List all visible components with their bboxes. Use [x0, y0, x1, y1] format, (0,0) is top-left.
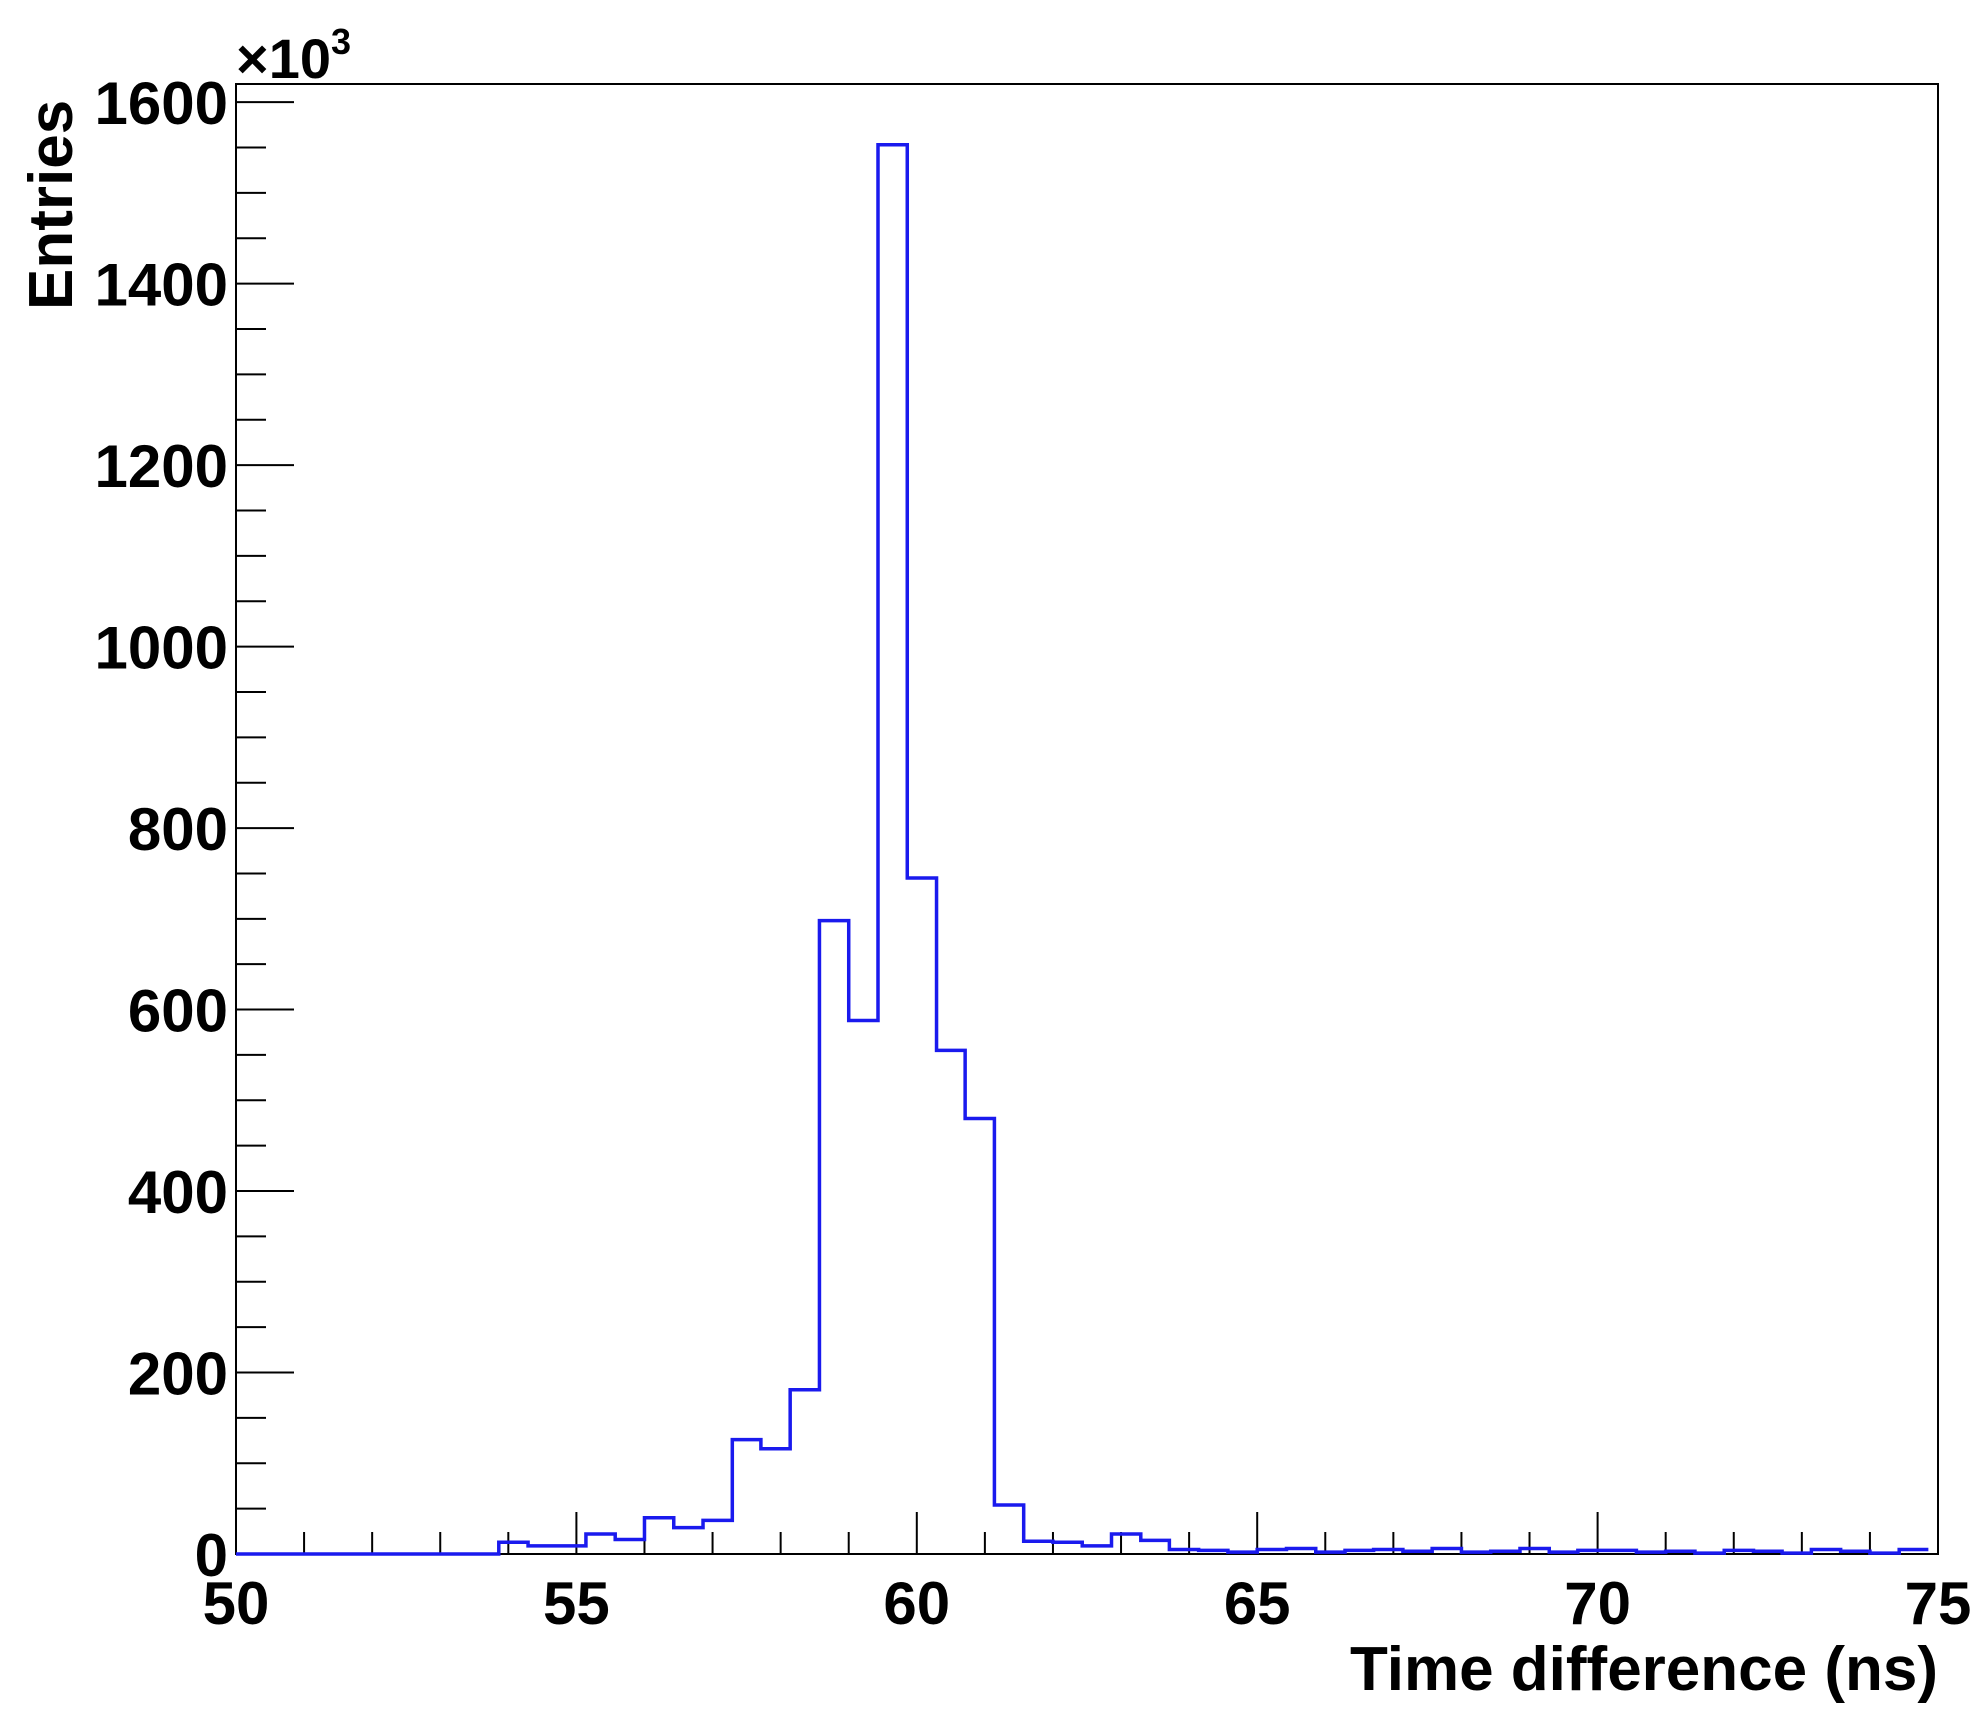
- plot-frame: [235, 83, 1939, 1555]
- x-tick-labels: 50 55 60 65 70 75: [203, 1570, 1972, 1637]
- y-tick-label: 600: [128, 978, 228, 1045]
- axis-ticks: [235, 101, 1939, 1555]
- x-tick-label: 75: [1905, 1570, 1972, 1637]
- y-tick-label: 1200: [95, 433, 228, 500]
- y-multiplier-base: ×10: [236, 27, 331, 90]
- y-tick-label: 1600: [95, 70, 228, 137]
- y-tick-label: 200: [128, 1341, 228, 1408]
- y-tick-labels: 0 200 400 600 800 1000 1200 1400 1600: [95, 70, 228, 1589]
- y-axis-title: Entries: [17, 100, 86, 310]
- x-tick-label: 55: [543, 1570, 610, 1637]
- y-multiplier-exponent: 3: [331, 21, 351, 62]
- histogram-series: [236, 143, 1929, 1556]
- x-tick-label: 70: [1564, 1570, 1631, 1637]
- y-tick-label: 400: [128, 1159, 228, 1226]
- x-tick-label: 50: [203, 1570, 270, 1637]
- x-tick-label: 60: [883, 1570, 950, 1637]
- y-multiplier: ×103: [236, 21, 351, 90]
- x-axis-title: Time difference (ns): [1350, 1635, 1938, 1704]
- y-tick-label: 1000: [95, 615, 228, 682]
- x-tick-label: 65: [1224, 1570, 1291, 1637]
- y-tick-label: 800: [128, 796, 228, 863]
- y-tick-label: 0: [195, 1522, 228, 1589]
- y-tick-label: 1400: [95, 252, 228, 319]
